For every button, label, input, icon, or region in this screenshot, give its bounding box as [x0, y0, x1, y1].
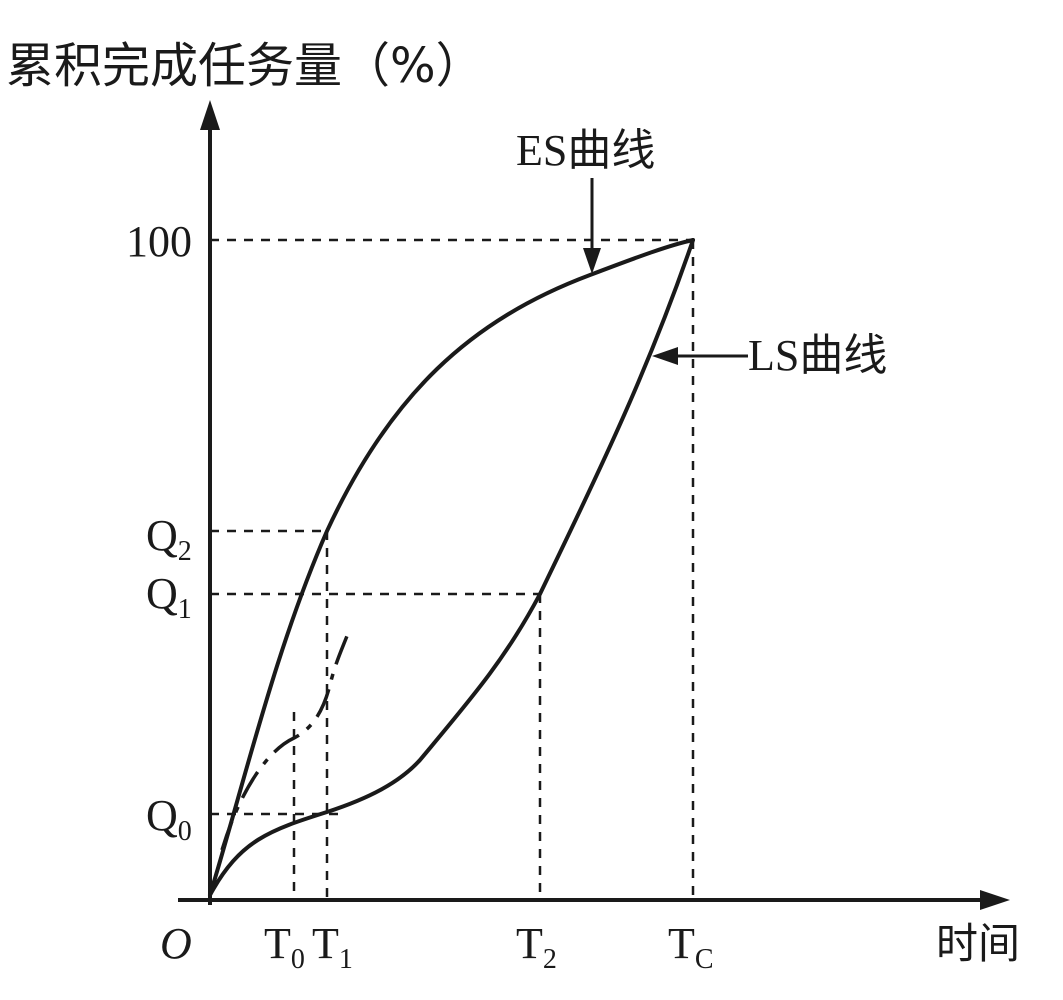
x-tick-t1-sub: 1: [339, 944, 353, 975]
y-tick-q0-base: Q: [146, 791, 178, 840]
y-tick-q2-base: Q: [146, 511, 178, 560]
x-tick-t1: T1: [312, 919, 353, 975]
x-tick-t0: T0: [264, 919, 305, 975]
guide-lines: [210, 238, 695, 900]
y-tick-q0-sub: 0: [178, 816, 192, 847]
x-tick-t2: T2: [516, 919, 557, 975]
es-pointer-arrow: [583, 248, 601, 274]
x-tick-tc-base: T: [668, 919, 695, 968]
x-tick-tc-sub: C: [695, 944, 714, 975]
origin-label: O: [160, 919, 192, 968]
y-tick-q0: Q0: [146, 791, 192, 847]
y-axis-arrow: [200, 100, 220, 130]
x-tick-t1-base: T: [312, 919, 339, 968]
x-axis-title: 时间: [936, 919, 1020, 968]
es-curve: [208, 238, 695, 897]
es-curve-label: ES曲线: [516, 126, 655, 175]
x-tick-t0-base: T: [264, 919, 291, 968]
x-axis-arrow: [980, 890, 1010, 910]
x-tick-tc: TC: [668, 919, 714, 975]
y-tick-q2: Q2: [146, 511, 192, 567]
y-tick-q2-sub: 2: [178, 536, 192, 567]
ls-curve: [208, 238, 695, 897]
y-tick-q1: Q1: [146, 569, 192, 625]
x-tick-t2-sub: 2: [543, 944, 557, 975]
y-tick-q1-sub: 1: [178, 594, 192, 625]
ls-curve-label: LS曲线: [748, 331, 887, 380]
x-tick-t2-base: T: [516, 919, 543, 968]
y-tick-100: 100: [126, 217, 192, 266]
ls-pointer-arrow: [652, 347, 678, 365]
y-tick-q1-base: Q: [146, 569, 178, 618]
y-axis-title: 累积完成任务量（%）: [6, 38, 484, 94]
x-tick-t0-sub: 0: [291, 944, 305, 975]
actual-progress-curve: [220, 627, 352, 851]
